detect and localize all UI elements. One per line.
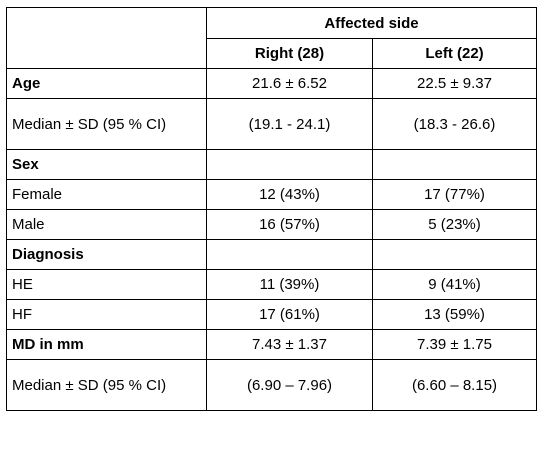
table-row-male: Male 16 (57%) 5 (23%) <box>6 209 537 240</box>
row-label: Median ± SD (95 % CI) <box>6 359 207 411</box>
left-value: 9 (41%) <box>372 269 537 300</box>
table-row-he: HE 11 (39%) 9 (41%) <box>6 269 537 300</box>
right-value: 17 (61%) <box>206 299 373 330</box>
table-row-hf: HF 17 (61%) 13 (59%) <box>6 299 537 330</box>
left-value: 7.39 ± 1.75 <box>372 329 537 360</box>
corner-empty-cell <box>6 7 207 69</box>
left-value <box>372 149 537 180</box>
right-value: 16 (57%) <box>206 209 373 240</box>
right-value: (19.1 - 24.1) <box>206 98 373 150</box>
left-value: 22.5 ± 9.37 <box>372 68 537 99</box>
right-value <box>206 239 373 270</box>
table-row-diagnosis: Diagnosis <box>6 239 537 270</box>
table-row-md: MD in mm 7.43 ± 1.37 7.39 ± 1.75 <box>6 329 537 360</box>
left-value: (6.60 – 8.15) <box>372 359 537 411</box>
row-label: Median ± SD (95 % CI) <box>6 98 207 150</box>
right-value <box>206 149 373 180</box>
row-label: Sex <box>6 149 207 180</box>
row-label: Female <box>6 179 207 210</box>
left-value: 13 (59%) <box>372 299 537 330</box>
header-row-columns: Right (28) Left (22) <box>7 38 537 69</box>
table-row-sex: Sex <box>6 149 537 180</box>
row-label: Diagnosis <box>6 239 207 270</box>
table-row-age-ci: Median ± SD (95 % CI) (19.1 - 24.1) (18.… <box>6 98 537 150</box>
row-label: HF <box>6 299 207 330</box>
left-value: 5 (23%) <box>372 209 537 240</box>
right-value: 12 (43%) <box>206 179 373 210</box>
table-row-md-ci: Median ± SD (95 % CI) (6.90 – 7.96) (6.6… <box>6 359 537 411</box>
row-label: HE <box>6 269 207 300</box>
demographics-table: Affected side Right (28) Left (22) Age 2… <box>6 7 537 411</box>
left-value <box>372 239 537 270</box>
left-column-header: Left (22) <box>372 38 537 69</box>
affected-side-header: Affected side <box>206 7 537 39</box>
left-value: (18.3 - 26.6) <box>372 98 537 150</box>
table-row-age: Age 21.6 ± 6.52 22.5 ± 9.37 <box>6 68 537 99</box>
row-label: Male <box>6 209 207 240</box>
row-label: Age <box>6 68 207 99</box>
right-value: 21.6 ± 6.52 <box>206 68 373 99</box>
header-row-group: Affected side <box>6 7 537 69</box>
row-label: MD in mm <box>6 329 207 360</box>
table-row-female: Female 12 (43%) 17 (77%) <box>6 179 537 210</box>
right-value: 11 (39%) <box>206 269 373 300</box>
right-column-header: Right (28) <box>206 38 373 69</box>
left-value: 17 (77%) <box>372 179 537 210</box>
right-value: 7.43 ± 1.37 <box>206 329 373 360</box>
right-value: (6.90 – 7.96) <box>206 359 373 411</box>
